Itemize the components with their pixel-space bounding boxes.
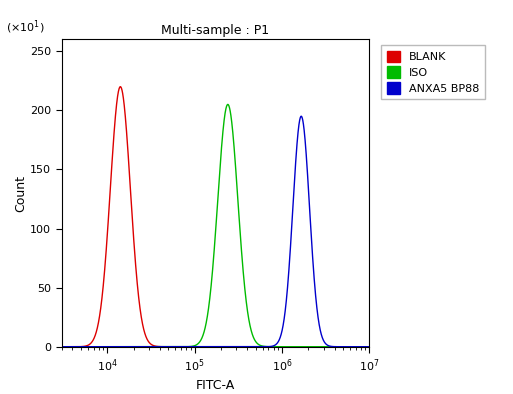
- BLANK: [288, 344, 294, 349]
- ISO: [225, 102, 231, 107]
- ANXA5 BP88: [288, 232, 294, 237]
- ISO: [288, 344, 294, 349]
- BLANK: [176, 344, 182, 349]
- ANXA5 BP88: [243, 344, 249, 349]
- Line: BLANK: BLANK: [62, 87, 369, 347]
- BLANK: [243, 344, 249, 349]
- BLANK: [311, 344, 318, 349]
- ANXA5 BP88: [176, 344, 182, 349]
- BLANK: [259, 344, 265, 349]
- ISO: [176, 344, 182, 349]
- ANXA5 BP88: [366, 344, 372, 349]
- Line: ANXA5 BP88: ANXA5 BP88: [62, 116, 369, 347]
- ANXA5 BP88: [259, 344, 265, 349]
- Y-axis label: Count: Count: [14, 175, 27, 212]
- Legend: BLANK, ISO, ANXA5 BP88: BLANK, ISO, ANXA5 BP88: [381, 45, 485, 99]
- Text: $(\times10^{1})$: $(\times10^{1})$: [6, 19, 45, 36]
- ISO: [366, 344, 372, 349]
- BLANK: [58, 344, 65, 349]
- Title: Multi-sample : P1: Multi-sample : P1: [162, 24, 269, 37]
- ANXA5 BP88: [58, 344, 65, 349]
- ISO: [114, 344, 121, 349]
- BLANK: [114, 95, 121, 100]
- ISO: [58, 344, 65, 349]
- ANXA5 BP88: [311, 282, 318, 287]
- ISO: [311, 344, 318, 349]
- ANXA5 BP88: [298, 114, 304, 119]
- ANXA5 BP88: [114, 344, 121, 349]
- ISO: [259, 344, 265, 348]
- BLANK: [366, 344, 372, 349]
- ISO: [243, 299, 249, 304]
- BLANK: [117, 84, 124, 89]
- Line: ISO: ISO: [62, 104, 369, 347]
- X-axis label: FITC-A: FITC-A: [196, 379, 235, 392]
